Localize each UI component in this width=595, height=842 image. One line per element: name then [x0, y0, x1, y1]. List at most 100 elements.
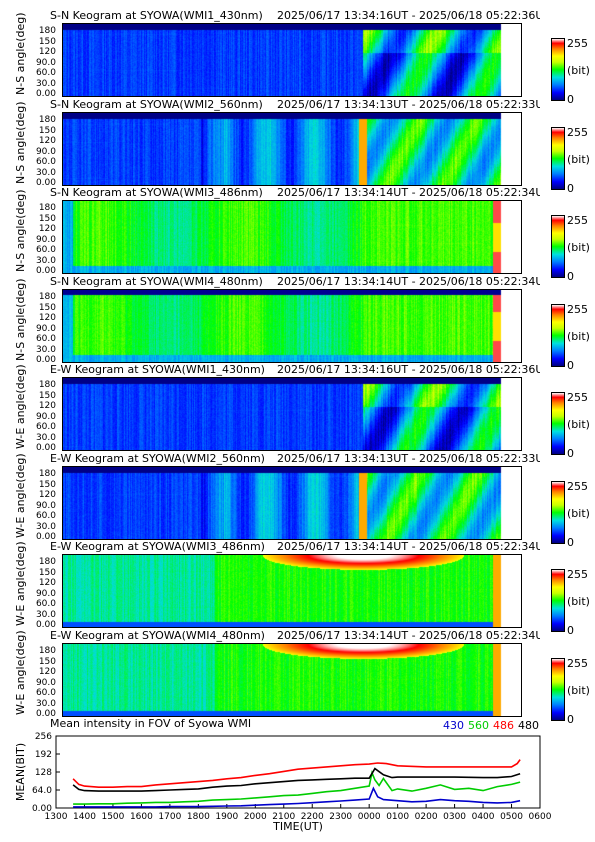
- keogram-y-ticks: 180 150 120 90.0 60.0 30.0 0.00: [28, 377, 56, 453]
- series-line-480: [72, 767, 521, 792]
- keogram-title: E-W Keogram at SYOWA(WMI4_480nm) 2025/06/…: [50, 629, 540, 643]
- x-tick-label: 1400: [73, 812, 96, 822]
- keogram-title-station: E-W Keogram at SYOWA(WMI2_560nm): [50, 452, 265, 465]
- keogram-title-station: S-N Keogram at SYOWA(WMI4_480nm): [50, 275, 263, 288]
- colorbar-unit-label: (bit): [567, 153, 590, 166]
- keogram-title: E-W Keogram at SYOWA(WMI2_560nm) 2025/06/…: [50, 452, 540, 466]
- keogram-y-tick-label: 90.0: [35, 500, 56, 511]
- colorbar: [551, 127, 565, 190]
- series-line-486: [72, 759, 521, 789]
- colorbar-max-label: 255: [567, 568, 588, 581]
- keogram-time-range: 2025/06/17 13:34:16UT - 2025/06/18 05:22…: [277, 363, 540, 376]
- keogram-y-tick-label: 180: [38, 380, 56, 390]
- keogram-image: [62, 643, 522, 717]
- keogram-time-range: 2025/06/17 13:34:14UT - 2025/06/18 05:22…: [277, 540, 540, 553]
- keogram-y-tick-label: 0.00: [35, 620, 56, 630]
- colorbar-min-label: 0: [567, 536, 574, 549]
- keogram-y-tick-label: 60.0: [35, 68, 56, 78]
- keogram-y-tick-label: 90.0: [35, 57, 56, 68]
- keogram-title: E-W Keogram at SYOWA(WMI3_486nm) 2025/06/…: [50, 540, 540, 554]
- x-axis-label: TIME(UT): [272, 820, 323, 833]
- keogram-y-tick-label: 30.0: [35, 255, 56, 266]
- keogram-title-station: S-N Keogram at SYOWA(WMI3_486nm): [50, 186, 263, 199]
- y-tick-label: 64.0: [32, 786, 52, 796]
- colorbar-unit-label: (bit): [567, 418, 590, 431]
- x-tick-label: 0600: [529, 812, 552, 822]
- keogram-y-tick-label: 180: [38, 469, 56, 479]
- keogram-y-tick-label: 120: [38, 136, 56, 146]
- keogram-y-axis-label: N-S angle(deg): [14, 278, 27, 361]
- colorbar-max-label: 255: [567, 480, 588, 493]
- series-line-430: [73, 786, 521, 808]
- keogram-y-tick-label: 120: [38, 313, 56, 323]
- x-tick-label: 1500: [101, 812, 124, 822]
- colorbar-max-label: 255: [567, 657, 588, 670]
- x-tick-label: 2300: [329, 812, 352, 822]
- series-line-560: [73, 770, 521, 805]
- keogram-y-tick-label: 150: [38, 213, 56, 224]
- y-tick-label: 0.00: [32, 804, 52, 814]
- keogram-y-tick-label: 180: [38, 557, 56, 567]
- keogram-time-range: 2025/06/17 13:34:14UT - 2025/06/18 05:22…: [277, 629, 540, 642]
- keogram-y-tick-label: 150: [38, 479, 56, 490]
- colorbar-max-label: 255: [567, 303, 588, 316]
- mean-chart-legend: 430 560 486 480: [443, 719, 543, 732]
- keogram-title-station: E-W Keogram at SYOWA(WMI3_486nm): [50, 540, 265, 553]
- colorbar-max-label: 255: [567, 214, 588, 227]
- colorbar-min-label: 0: [567, 270, 574, 283]
- x-tick-label: 0200: [415, 812, 438, 822]
- keogram-image: [62, 377, 522, 451]
- keogram-y-tick-label: 120: [38, 401, 56, 411]
- colorbar-unit-label: (bit): [567, 64, 590, 77]
- y-tick-label: 128: [35, 768, 52, 778]
- keogram-title: S-N Keogram at SYOWA(WMI4_480nm) 2025/06/…: [50, 275, 540, 289]
- colorbar: [551, 38, 565, 101]
- keogram-y-tick-label: 30.0: [35, 344, 56, 355]
- y-tick-label: 192: [35, 750, 52, 760]
- keogram-y-axis-label: N-S angle(deg): [14, 189, 27, 272]
- keogram-y-tick-label: 60.0: [35, 245, 56, 255]
- keogram-y-axis-label: W-E angle(deg): [14, 453, 27, 538]
- colorbar-unit-label: (bit): [567, 330, 590, 343]
- x-tick-label: 0300: [443, 812, 466, 822]
- keogram-y-tick-label: 60.0: [35, 422, 56, 432]
- x-tick-label: 2000: [244, 812, 267, 822]
- colorbar-unit-label: (bit): [567, 507, 590, 520]
- keogram-y-tick-label: 180: [38, 646, 56, 656]
- colorbar-max-label: 255: [567, 126, 588, 139]
- keogram-y-tick-label: 30.0: [35, 698, 56, 709]
- keogram-time-range: 2025/06/17 13:34:14UT - 2025/06/18 05:22…: [277, 186, 540, 199]
- keogram-image: [62, 23, 522, 97]
- keogram-y-tick-label: 0.00: [35, 89, 56, 99]
- keogram-y-axis-label: W-E angle(deg): [14, 364, 27, 449]
- keogram-y-tick-label: 0.00: [35, 709, 56, 719]
- colorbar: [551, 215, 565, 278]
- keogram-image: [62, 289, 522, 363]
- keogram-y-tick-label: 120: [38, 667, 56, 677]
- keogram-time-range: 2025/06/17 13:34:13UT - 2025/06/18 05:22…: [277, 452, 540, 465]
- x-tick-label: 0500: [500, 812, 523, 822]
- keogram-y-tick-label: 90.0: [35, 677, 56, 688]
- keogram-y-axis-label: N-S angle(deg): [14, 12, 27, 95]
- y-axis-label: MEAN(BIT): [14, 743, 27, 801]
- x-tick-label: 1900: [215, 812, 238, 822]
- colorbar-min-label: 0: [567, 182, 574, 195]
- keogram-title-station: S-N Keogram at SYOWA(WMI2_560nm): [50, 98, 263, 111]
- x-tick-label: 0100: [386, 812, 409, 822]
- keogram-y-tick-label: 150: [38, 656, 56, 667]
- keogram-y-axis-label: W-E angle(deg): [14, 630, 27, 715]
- x-tick-label: 0400: [472, 812, 495, 822]
- keogram-y-ticks: 180 150 120 90.0 60.0 30.0 0.00: [28, 554, 56, 630]
- keogram-y-tick-label: 60.0: [35, 334, 56, 344]
- keogram-time-range: 2025/06/17 13:34:16UT - 2025/06/18 05:22…: [277, 9, 540, 22]
- colorbar: [551, 392, 565, 455]
- keogram-y-tick-label: 0.00: [35, 532, 56, 542]
- keogram-title: S-N Keogram at SYOWA(WMI2_560nm) 2025/06/…: [50, 98, 540, 112]
- colorbar: [551, 569, 565, 632]
- keogram-y-ticks: 180 150 120 90.0 60.0 30.0 0.00: [28, 112, 56, 188]
- x-tick-label: 1300: [45, 812, 68, 822]
- keogram-y-tick-label: 0.00: [35, 443, 56, 453]
- keogram-panel: S-N Keogram at SYOWA(WMI2_560nm) 2025/06/…: [0, 98, 595, 194]
- keogram-y-tick-label: 120: [38, 47, 56, 57]
- x-tick-label: 1800: [187, 812, 210, 822]
